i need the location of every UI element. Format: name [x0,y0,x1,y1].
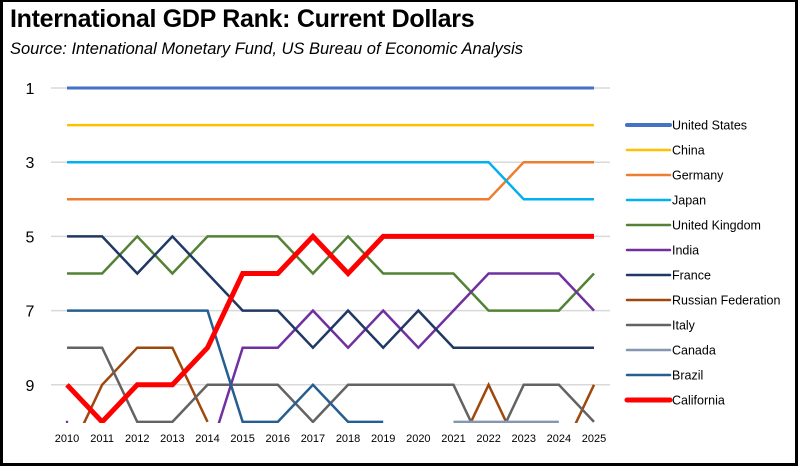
series-line-france [67,234,594,350]
legend: United States China Germany Japan United Kin… [624,119,780,408]
series-line-germany [67,160,594,201]
x-tick-label: 2016 [266,433,290,445]
x-tick-label: 2010 [55,433,79,445]
x-tick-label: 2021 [441,433,465,445]
legend-label: Italy [672,319,696,333]
legend-item: China [625,144,705,158]
y-tick-label: 7 [26,304,35,321]
x-tick-label: 2015 [230,433,254,445]
x-tick-label: 2018 [336,433,360,445]
legend-label: India [672,244,699,258]
x-tick-label: 2017 [301,433,325,445]
chart-subtitle: Source: Intenational Monetary Fund, US B… [10,40,523,58]
legend-item: California [624,394,725,408]
series-point-india [65,420,69,423]
series-line-japan [67,160,594,201]
legend-item: United States [625,119,747,133]
x-tick-label: 2023 [511,433,535,445]
x-tick-label: 2014 [195,433,219,445]
legend-label: France [672,269,711,283]
series-lines [65,86,596,423]
x-tick-label: 2012 [125,433,149,445]
series-line-india [217,272,595,423]
legend-item: Japan [625,194,706,208]
y-tick-label: 9 [26,378,35,395]
legend-label: United Kingdom [672,219,761,233]
legend-item: Germany [625,169,724,183]
series-line-california [65,232,594,423]
legend-label: California [672,394,725,408]
legend-item: Italy [625,319,696,333]
legend-label: Japan [672,194,706,208]
x-tick-label: 2025 [582,433,606,445]
legend-item: Canada [625,344,716,358]
x-tick-label: 2019 [371,433,395,445]
x-tick-label: 2024 [547,433,571,445]
legend-item: France [625,269,711,283]
x-tick-label: 2022 [476,433,500,445]
legend-label: Brazil [672,369,703,383]
x-tick-label: 2020 [406,433,430,445]
legend-label: Germany [672,169,724,183]
chart-title: International GDP Rank: Current Dollars [10,5,475,33]
legend-item: Russian Federation [625,294,780,308]
x-axis-ticks: 2010 2011 2012 2013 2014 2015 2016 2017 2018 2019… [55,433,606,445]
y-axis-ticks: 1 3 5 7 9 [26,81,35,395]
y-tick-label: 5 [26,229,35,246]
y-tick-label: 1 [26,81,35,98]
x-tick-label: 2011 [90,433,114,445]
legend-label: Canada [672,344,716,358]
legend-item: United Kingdom [625,219,761,233]
legend-label: Russian Federation [672,294,780,308]
legend-item: India [625,244,699,258]
legend-label: China [672,144,705,158]
y-tick-label: 3 [26,155,35,172]
series-line-russian-federation [469,381,596,423]
series-line-brazil [67,309,384,423]
x-tick-label: 2013 [160,433,184,445]
legend-item: Brazil [625,369,703,383]
legend-label: United States [672,119,747,133]
